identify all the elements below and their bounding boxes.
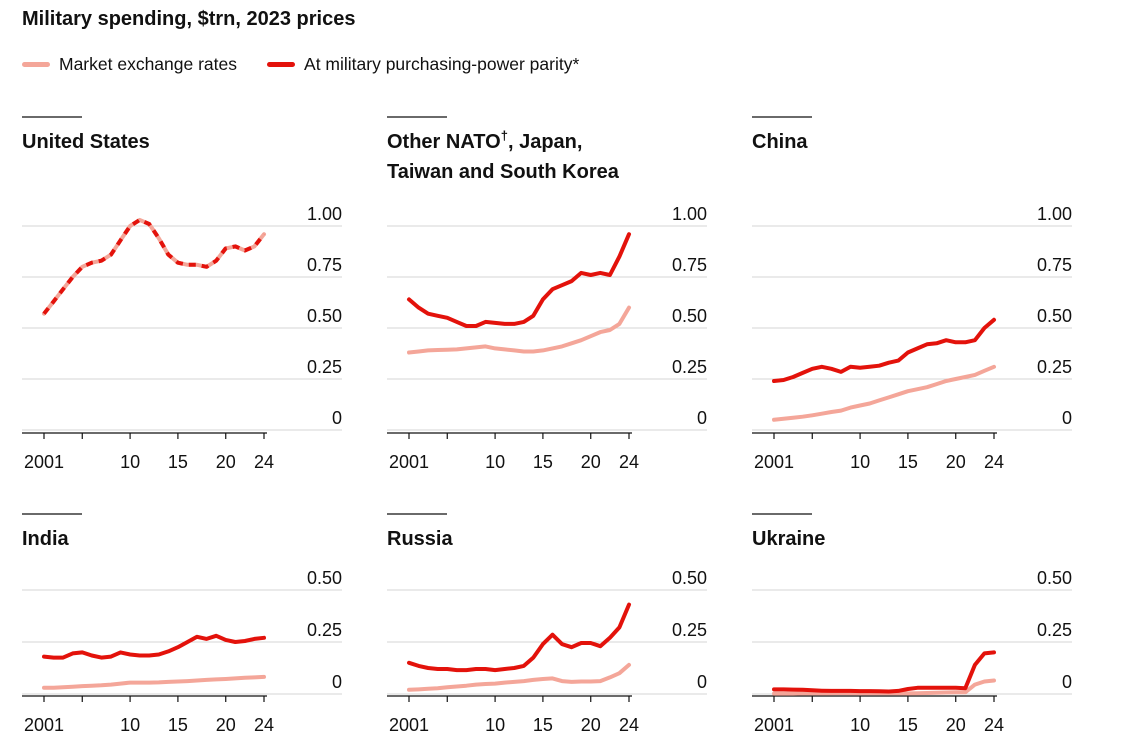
series-line-market bbox=[772, 364, 996, 422]
x-tick-label: 10 bbox=[850, 452, 870, 472]
x-tick-label: 2001 bbox=[754, 452, 794, 472]
chart-panel-3: India 0.50 0.25 0 2001 10 15 20 24 bbox=[22, 513, 342, 735]
chart-panel-1: Other NATO†, Japan, Taiwan and South Kore… bbox=[387, 116, 707, 472]
x-tick-label: 20 bbox=[216, 452, 236, 472]
y-tick-label: 0.50 bbox=[1037, 306, 1072, 326]
chart-panel-0: United States 1.00 0.75 0.50 0.25 0 2001 10 15 20… bbox=[22, 116, 342, 472]
series-line-ppp bbox=[407, 232, 631, 328]
panel-title: Ukraine bbox=[752, 528, 825, 550]
panel-title: United States bbox=[22, 131, 150, 153]
y-tick-label: 0.25 bbox=[1037, 357, 1072, 377]
x-tick-label: 24 bbox=[619, 452, 639, 472]
x-tick-label: 24 bbox=[254, 715, 274, 735]
y-tick-label: 0.50 bbox=[672, 568, 707, 588]
x-tick-label: 15 bbox=[168, 452, 188, 472]
y-tick-label: 0 bbox=[332, 408, 342, 428]
x-tick-label: 10 bbox=[120, 715, 140, 735]
x-tick-label: 20 bbox=[216, 715, 236, 735]
y-tick-label: 0.75 bbox=[1037, 255, 1072, 275]
y-tick-label: 0.25 bbox=[307, 357, 342, 377]
legend-item-market: Market exchange rates bbox=[22, 54, 237, 75]
x-tick-label: 2001 bbox=[24, 452, 64, 472]
series-line-ppp bbox=[407, 602, 631, 673]
y-tick-label: 0 bbox=[1062, 672, 1072, 692]
x-tick-label: 24 bbox=[984, 452, 1004, 472]
x-tick-label: 15 bbox=[533, 452, 553, 472]
y-tick-label: 1.00 bbox=[307, 204, 342, 224]
y-tick-label: 0.50 bbox=[672, 306, 707, 326]
x-tick-label: 2001 bbox=[754, 715, 794, 735]
series-line-ppp bbox=[42, 217, 266, 315]
legend-swatch-ppp bbox=[267, 61, 296, 67]
x-tick-label: 2001 bbox=[24, 715, 64, 735]
y-tick-label: 0.75 bbox=[307, 255, 342, 275]
y-tick-label: 0.50 bbox=[307, 306, 342, 326]
legend-swatch-market bbox=[22, 61, 50, 67]
series-line-ppp bbox=[42, 633, 266, 660]
chart-title: Military spending, $trn, 2023 prices bbox=[22, 8, 356, 30]
series-line-ppp bbox=[772, 317, 996, 383]
legend-item-ppp: At military purchasing-power parity* bbox=[267, 54, 579, 75]
x-tick-label: 15 bbox=[533, 715, 553, 735]
x-tick-label: 20 bbox=[946, 452, 966, 472]
y-tick-label: 0.50 bbox=[1037, 568, 1072, 588]
series-line-market bbox=[42, 674, 266, 690]
series-line-ppp bbox=[772, 650, 996, 694]
x-tick-label: 2001 bbox=[389, 452, 429, 472]
series-line-market bbox=[407, 305, 631, 355]
x-tick-label: 10 bbox=[850, 715, 870, 735]
chart-panel-2: China 1.00 0.75 0.50 0.25 0 2001 10 15 20 24 bbox=[752, 116, 1072, 472]
chart-panel-5: Ukraine 0.50 0.25 0 2001 10 15 20 24 bbox=[752, 513, 1072, 735]
panel-title: Russia bbox=[387, 528, 453, 550]
panel-title-suffix: , Japan, bbox=[508, 131, 582, 153]
x-tick-label: 10 bbox=[485, 715, 505, 735]
y-tick-label: 0 bbox=[332, 672, 342, 692]
series-line-market bbox=[407, 662, 631, 692]
panel-title-dagger: † bbox=[501, 128, 508, 143]
y-tick-label: 0.25 bbox=[672, 357, 707, 377]
y-tick-label: 0 bbox=[697, 672, 707, 692]
x-tick-label: 15 bbox=[168, 715, 188, 735]
y-tick-label: 0.75 bbox=[672, 255, 707, 275]
x-tick-label: 10 bbox=[120, 452, 140, 472]
y-tick-label: 0 bbox=[697, 408, 707, 428]
panel-title: India bbox=[22, 528, 70, 550]
chart-panel-4: Russia 0.50 0.25 0 2001 10 15 20 24 bbox=[387, 513, 707, 735]
x-tick-label: 24 bbox=[984, 715, 1004, 735]
panel-title: China bbox=[752, 131, 808, 153]
y-tick-label: 1.00 bbox=[672, 204, 707, 224]
y-tick-label: 1.00 bbox=[1037, 204, 1072, 224]
x-tick-label: 24 bbox=[254, 452, 274, 472]
legend-label-ppp: At military purchasing-power parity* bbox=[304, 53, 580, 74]
panel-title-line2: Taiwan and South Korea bbox=[387, 161, 620, 183]
x-tick-label: 20 bbox=[946, 715, 966, 735]
x-tick-label: 15 bbox=[898, 452, 918, 472]
x-tick-label: 24 bbox=[619, 715, 639, 735]
x-tick-label: 15 bbox=[898, 715, 918, 735]
y-tick-label: 0 bbox=[1062, 408, 1072, 428]
y-tick-label: 0.25 bbox=[1037, 620, 1072, 640]
legend: Market exchange rates At military purcha… bbox=[22, 52, 609, 76]
y-tick-label: 0.50 bbox=[307, 568, 342, 588]
panel-title: Other NATO†, Japan, bbox=[387, 128, 582, 153]
x-tick-label: 20 bbox=[581, 452, 601, 472]
x-tick-label: 10 bbox=[485, 452, 505, 472]
y-tick-label: 0.25 bbox=[672, 620, 707, 640]
x-tick-label: 20 bbox=[581, 715, 601, 735]
x-tick-label: 2001 bbox=[389, 715, 429, 735]
legend-label-market: Market exchange rates bbox=[59, 53, 238, 74]
y-tick-label: 0.25 bbox=[307, 620, 342, 640]
